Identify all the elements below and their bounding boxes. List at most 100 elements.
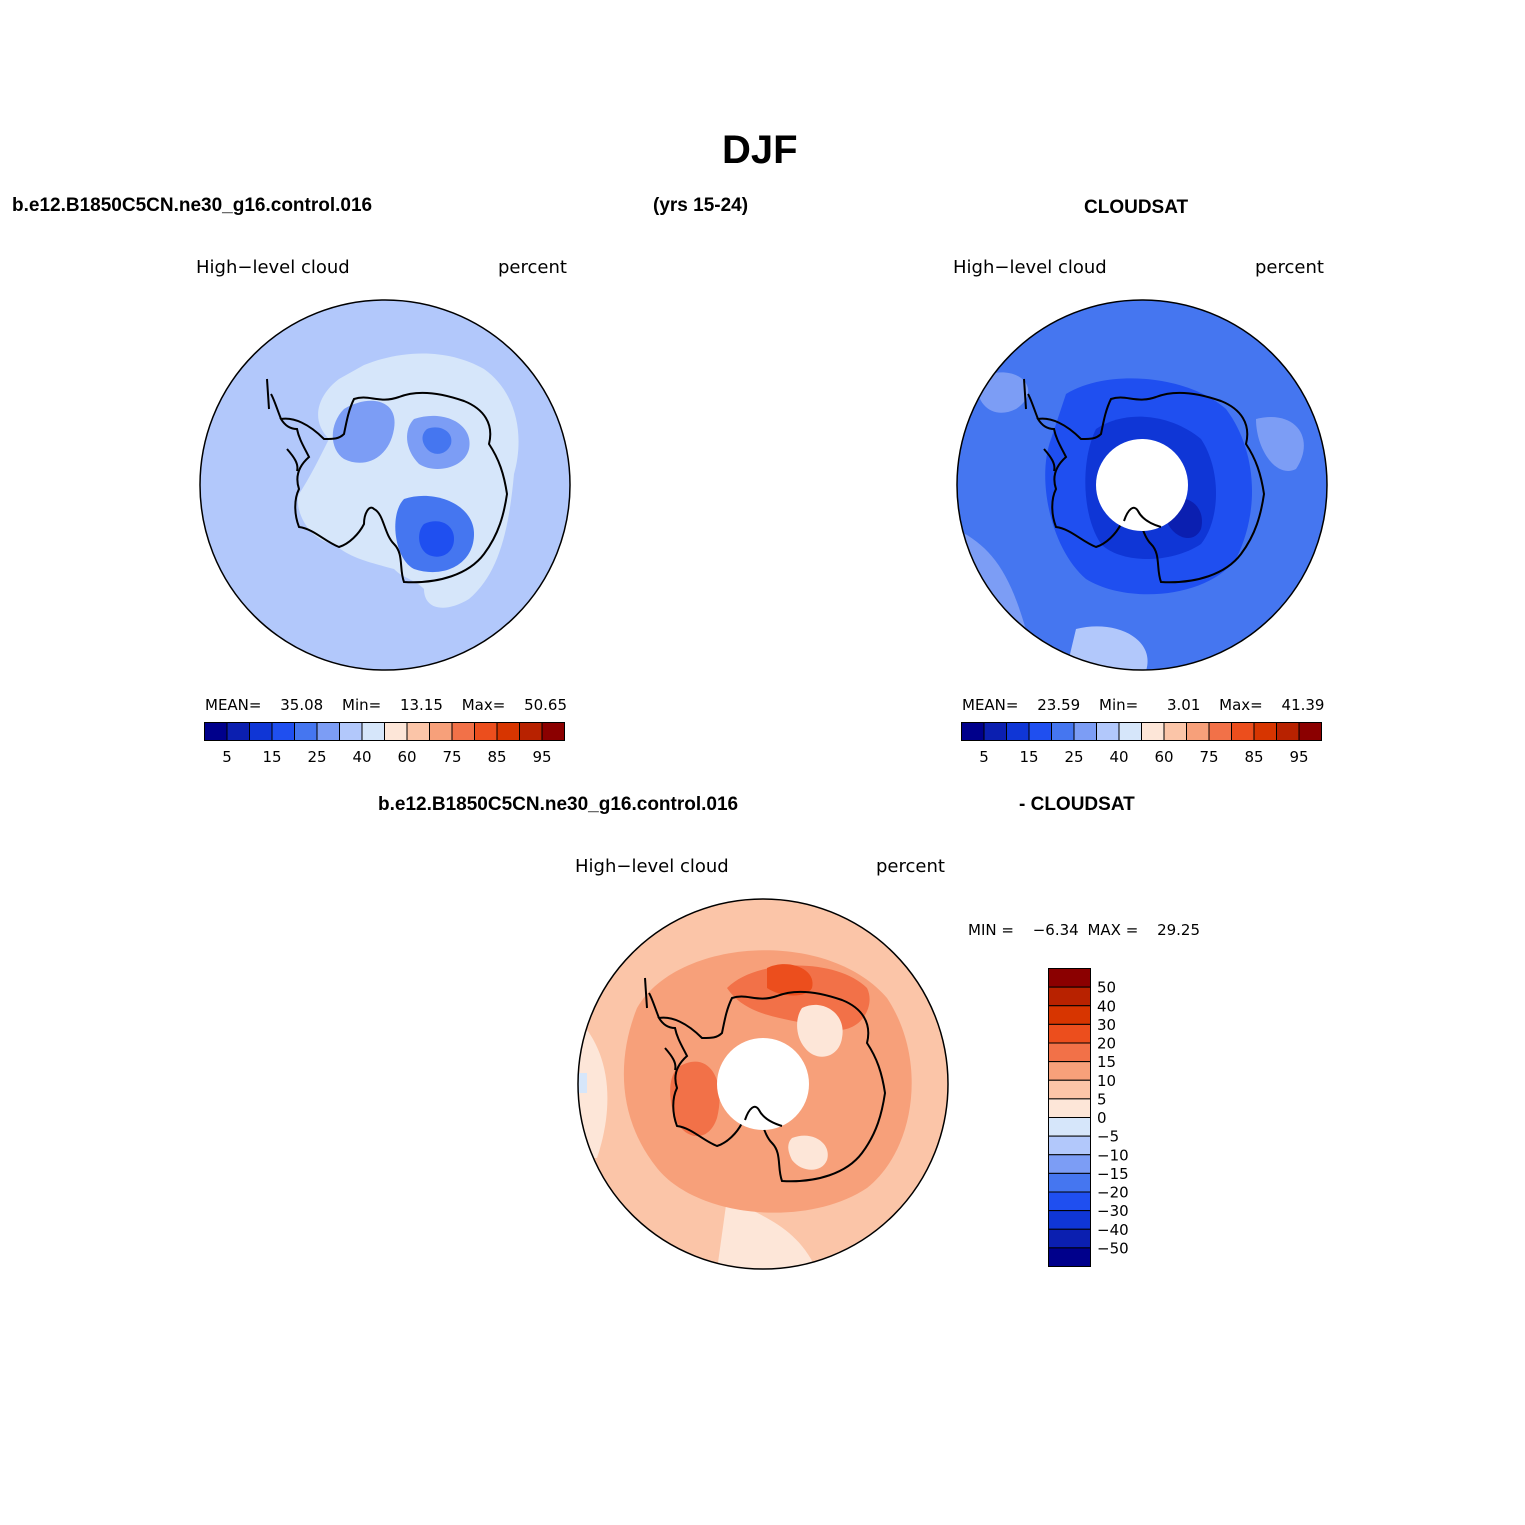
colorbar-swatch (1276, 722, 1300, 741)
diff-max-label: MAX = (1087, 921, 1139, 939)
colorbar-swatch (474, 722, 498, 741)
colorbar-tick-label: 30 (1097, 1016, 1116, 1034)
model-map-border (199, 299, 571, 671)
colorbar-tick-label: 15 (1097, 1053, 1116, 1071)
diff-map-border (577, 898, 949, 1270)
colorbar-tick-label: 75 (442, 748, 461, 766)
colorbar-swatch (1048, 1191, 1091, 1212)
diff-strong-region-2 (670, 1061, 720, 1137)
diff-coast-inside-gap (744, 1105, 783, 1127)
colorbar-swatch (226, 722, 250, 741)
colorbar-swatch (1073, 722, 1097, 741)
obs-min-value: 3.01 (1166, 696, 1201, 714)
colorbar-swatch (541, 722, 565, 741)
colorbar-swatch (384, 722, 408, 741)
colorbar-swatch (519, 722, 543, 741)
obs-map-border (956, 299, 1328, 671)
diff-polar-map (577, 898, 949, 1270)
model-mean-label: MEAN= (205, 696, 262, 714)
colorbar-swatch (1048, 968, 1091, 988)
obs-max-label: Max= (1219, 696, 1263, 714)
diff-strong-region-3 (767, 964, 813, 996)
diff-lightest-edge-3 (717, 1198, 817, 1269)
colorbar-tick-label: 0 (1097, 1109, 1107, 1127)
model-peninsula (266, 378, 299, 472)
colorbar-swatch (1048, 1005, 1091, 1025)
colorbar-tick-label: 75 (1199, 748, 1218, 766)
colorbar-tick-label: −40 (1097, 1221, 1129, 1239)
obs-stats: MEAN= 23.59 Min= 3.01 Max= 41.39 (962, 696, 1324, 714)
obs-colorbar: 5 15 25 40 60 75 85 95 (961, 722, 1322, 766)
diff-lightest-edge-1 (578, 1018, 608, 1158)
obs-mean-label: MEAN= (962, 696, 1019, 714)
colorbar-swatch (1118, 722, 1142, 741)
colorbar-tick-label: 20 (1097, 1035, 1116, 1053)
colorbar-swatch (1096, 722, 1120, 741)
diff-obs-name: - CLOUDSAT (1019, 794, 1135, 815)
diff-case-name: b.e12.B1850C5CN.ne30_g16.control.016 (378, 794, 739, 815)
colorbar-tick-label: 10 (1097, 1072, 1116, 1090)
colorbar-tick-label: −30 (1097, 1202, 1129, 1220)
model-min-value: 13.15 (399, 696, 443, 714)
colorbar-tick-label: 95 (532, 748, 551, 766)
obs-polar-gap (1096, 439, 1188, 531)
obs-variable-label: High−level cloud (953, 257, 1107, 278)
colorbar-swatch (1051, 722, 1075, 741)
colorbar-swatch (1163, 722, 1187, 741)
colorbar-swatch (1231, 722, 1255, 741)
colorbar-swatch (1048, 1061, 1091, 1081)
obs-units-label: percent (1255, 257, 1324, 278)
colorbar-swatch (249, 722, 273, 741)
colorbar-swatch (1048, 1098, 1091, 1118)
colorbar-tick-label: 85 (1244, 748, 1263, 766)
colorbar-swatch (1208, 722, 1232, 741)
model-max-value: 50.65 (524, 696, 568, 714)
colorbar-tick-label: 50 (1097, 979, 1116, 997)
colorbar-tick-label: 25 (307, 748, 326, 766)
obs-light-patch-3 (1066, 626, 1148, 670)
colorbar-tick-label: −20 (1097, 1184, 1129, 1202)
colorbar-swatch (339, 722, 363, 741)
colorbar-swatch (271, 722, 295, 741)
colorbar-swatch (361, 722, 385, 741)
colorbar-swatch (1006, 722, 1030, 741)
model-case-name: b.e12.B1850C5CN.ne30_g16.control.016 (12, 195, 373, 216)
colorbar-swatch (1048, 1079, 1091, 1100)
model-max-label: Max= (461, 696, 506, 714)
colorbar-swatch (1048, 1135, 1091, 1156)
colorbar-swatch (1298, 722, 1322, 741)
colorbar-swatch (1028, 722, 1052, 741)
diff-polar-gap (717, 1038, 809, 1130)
colorbar-tick-label: 25 (1064, 748, 1083, 766)
colorbar-tick-label: 40 (1109, 748, 1128, 766)
colorbar-swatch (1048, 1023, 1091, 1044)
colorbar-swatch (1048, 1210, 1091, 1230)
obs-max-value: 41.39 (1281, 696, 1325, 714)
colorbar-tick-label: 15 (1019, 748, 1038, 766)
model-polar-map (199, 299, 571, 671)
colorbar-tick-label: −10 (1097, 1146, 1129, 1164)
colorbar-tick-label: 60 (1154, 748, 1173, 766)
model-min-label: Min= (342, 696, 382, 714)
colorbar-swatch (961, 722, 985, 741)
colorbar-tick-label: 5 (222, 748, 232, 766)
model-coastline (279, 391, 509, 584)
colorbar-swatch (294, 722, 318, 741)
diff-units-label: percent (876, 856, 945, 877)
obs-polar-map (956, 299, 1328, 671)
colorbar-swatch (1048, 1042, 1091, 1063)
diff-pale-patch-2 (788, 1135, 828, 1170)
colorbar-tick-label: 5 (979, 748, 989, 766)
colorbar-tick-label: 95 (1289, 748, 1308, 766)
diff-stats: MIN = −6.34 MAX = 29.25 (968, 921, 1200, 939)
colorbar-tick-label: 5 (1097, 1090, 1107, 1108)
colorbar-swatch (496, 722, 520, 741)
colorbar-swatch (406, 722, 430, 741)
colorbar-tick-label: 85 (487, 748, 506, 766)
model-mean-value: 35.08 (280, 696, 324, 714)
colorbar-swatch (1048, 1172, 1091, 1193)
diff-min-label: MIN = (968, 921, 1014, 939)
colorbar-swatch (1048, 1154, 1091, 1174)
diff-variable-label: High−level cloud (575, 856, 729, 877)
colorbar-swatch (1048, 1228, 1091, 1249)
